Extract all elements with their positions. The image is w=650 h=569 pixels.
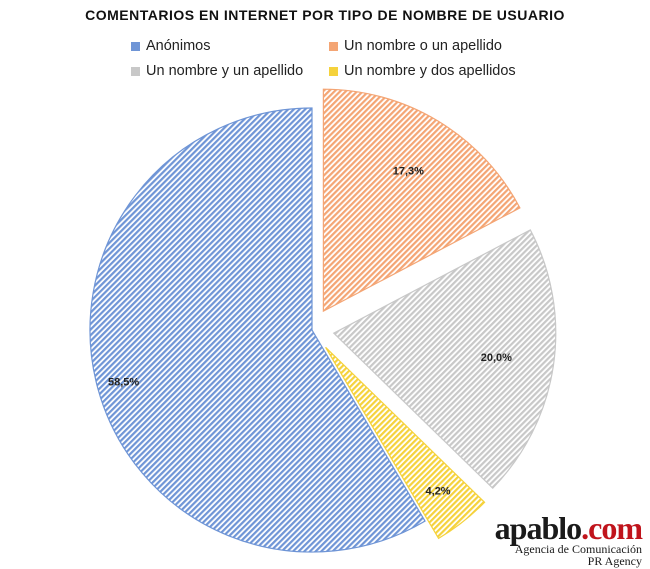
legend-swatch-nombre-y-dos-apellidos [329, 66, 338, 76]
data-label-anonimos: 58,5% [108, 377, 139, 389]
legend-label-anonimos: Anónimos [146, 38, 211, 54]
pie-slice-anonimos [89, 107, 426, 553]
legend-item-anonimos: Anónimos [131, 38, 210, 54]
legend-item-nombre-y-dos-apellidos: Un nombre y dos apellidos [329, 63, 516, 79]
data-label-un-nombre-y-dos-apellidos: 4,2% [426, 485, 451, 497]
data-label-un-nombre-y-un-apellido: 20,0% [481, 352, 512, 364]
pie-slice-un-nombre-o-un-apellido [322, 88, 521, 313]
data-label-un-nombre-o-un-apellido: 17,3% [393, 166, 424, 178]
apablo-logo: apablo.com Agencia de Comunicación PR Ag… [494, 510, 643, 568]
logo-name: apablo [494, 510, 582, 546]
chart-title: COMENTARIOS EN INTERNET POR TIPO DE NOMB… [85, 7, 565, 23]
pie-slice-un-nombre-y-dos-apellidos [325, 346, 486, 540]
legend-item-nombre-y-apellido: Un nombre y un apellido [131, 63, 303, 79]
legend-label-nombre-y-dos-apellidos: Un nombre y dos apellidos [344, 63, 516, 79]
legend-swatch-anonimos [131, 41, 140, 51]
legend-label-nombre-y-apellido: Un nombre y un apellido [146, 63, 304, 79]
logo-tagline-2: PR Agency [587, 554, 642, 568]
legend-label-nombre-o-apellido: Un nombre o un apellido [344, 38, 502, 54]
legend-swatch-nombre-y-apellido [131, 66, 140, 76]
logo-domain: .com [581, 510, 643, 546]
logo-tagline: Agencia de Comunicación [514, 542, 642, 556]
legend-item-nombre-o-apellido: Un nombre o un apellido [329, 38, 502, 54]
legend-swatch-nombre-o-apellido [329, 41, 338, 51]
pie-slice-un-nombre-y-un-apellido [332, 229, 557, 490]
